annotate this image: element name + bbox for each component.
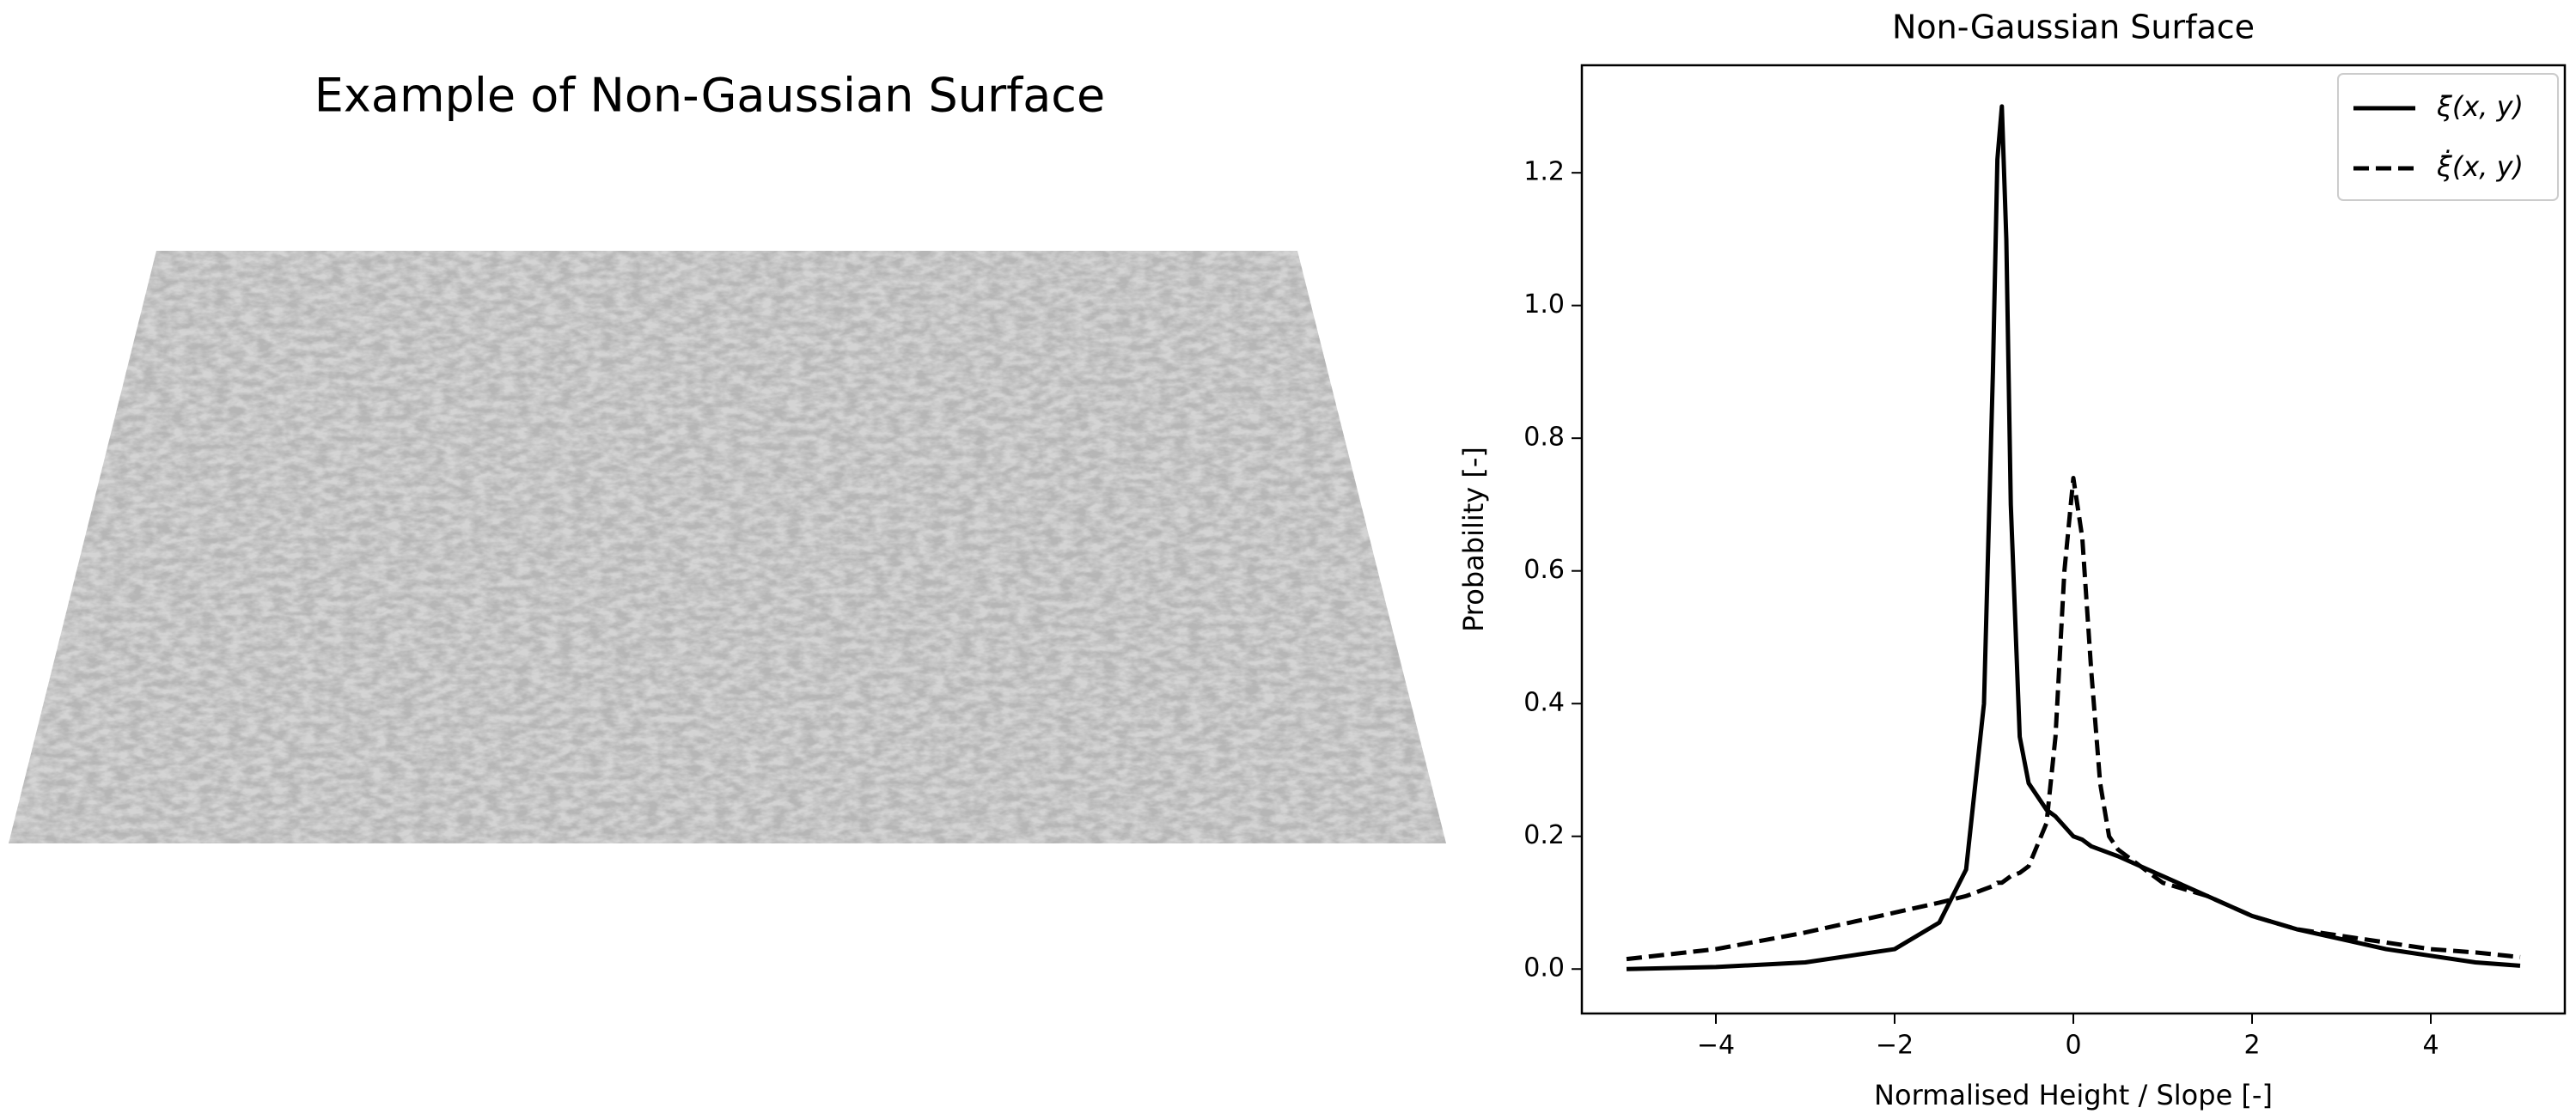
x-tick-label: 4: [2422, 1031, 2439, 1061]
chart-title: Non-Gaussian Surface: [1892, 9, 2255, 46]
y-tick-label: 0.8: [1523, 423, 1565, 453]
surface-plot: Example of Non-Gaussian Surface: [9, 69, 1446, 843]
y-axis-label: Probability [-]: [1457, 447, 1490, 632]
x-axis-label: Normalised Height / Slope [-]: [1874, 1079, 2273, 1111]
y-tick-label: 1.2: [1523, 157, 1565, 187]
x-tick-label: 0: [2065, 1031, 2081, 1061]
x-tick-label: −2: [1876, 1031, 1914, 1061]
y-tick-label: 0.6: [1523, 555, 1565, 585]
surface-texture: [9, 251, 1446, 843]
axes-frame: [1580, 64, 2567, 1015]
y-tick-label: 0.2: [1523, 820, 1565, 850]
y-tick-label: 1.0: [1523, 289, 1565, 320]
line-chart: Non-Gaussian Surface −4 −2 0 2 4 0.0 0.2 0.4 0.6 0…: [1457, 9, 2567, 1111]
y-tick-label: 0.0: [1523, 953, 1565, 983]
y-tick-label: 0.4: [1523, 688, 1565, 718]
legend-label: ξ̇(x, y): [2436, 149, 2524, 183]
legend-box: [2337, 73, 2559, 201]
x-tick-label: −4: [1697, 1031, 1735, 1061]
series-line: [1626, 476, 2521, 962]
legend-label: ξ(x, y): [2436, 90, 2524, 123]
surface-title: Example of Non-Gaussian Surface: [314, 69, 1105, 123]
series-line: [1626, 104, 2521, 971]
x-tick-label: 2: [2243, 1031, 2260, 1061]
